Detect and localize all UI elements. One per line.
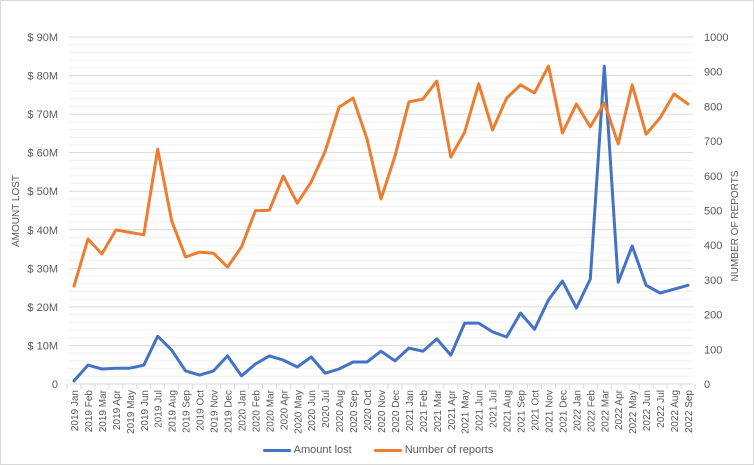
legend-label: Amount lost: [293, 444, 352, 456]
x-axis-tick-label: 2020 Feb: [251, 390, 262, 433]
right-axis-tick-label: 400: [704, 240, 722, 252]
x-axis-tick-label: 2021 May: [461, 390, 472, 434]
x-axis-tick-label: 2020 Sep: [349, 390, 360, 433]
legend: Amount lost Number of reports: [1, 444, 754, 456]
x-axis-tick-label: 2019 Aug: [168, 390, 179, 432]
x-axis-tick-label: 2022 Jul: [656, 390, 667, 428]
gridlines: [66, 36, 696, 389]
x-axis-tick-label: 2020 May: [293, 390, 304, 434]
left-axis-ticks: 0 $ 10M $ 20M $ 30M $ 40M $ 50M $ 60M $ 70M $ 80…: [27, 32, 58, 391]
x-axis-tick-label: 2021 Jan: [405, 390, 416, 431]
x-axis-tick-label: 2019 Dec: [224, 390, 235, 433]
x-axis-tick-label: 2020 Oct: [363, 390, 374, 431]
left-axis-tick-label: 0: [52, 379, 58, 391]
left-axis-tick-label: $ 80M: [27, 71, 58, 83]
amount-lost-line: [72, 64, 690, 383]
x-axis-tick-label: 2022 Apr: [614, 389, 625, 430]
right-axis-tick-label: 800: [704, 101, 722, 113]
x-axis-tick-label: 2020 Apr: [279, 389, 290, 430]
x-axis-tick-label: 2019 May: [126, 390, 137, 434]
right-axis-tick-label: 700: [704, 136, 722, 148]
legend-label: Number of reports: [404, 444, 494, 456]
x-axis-tick-label: 2022 Aug: [670, 390, 681, 432]
right-axis-tick-label: 0: [704, 379, 710, 391]
left-axis-tick-label: $ 70M: [27, 109, 58, 121]
legend-item-amount-lost[interactable]: Amount lost: [262, 444, 352, 456]
x-axis-tick-label: 2019 Feb: [84, 390, 95, 433]
x-axis-tick-label: 2019 Sep: [182, 390, 193, 433]
x-axis-tick-label: 2021 Apr: [447, 389, 458, 430]
x-axis-tick-label: 2021 Oct: [531, 390, 542, 431]
x-axis-tick-label: 2022 Jan: [572, 390, 583, 431]
left-axis-tick-label: $ 50M: [27, 186, 58, 198]
x-axis-tick-label: 2020 Aug: [335, 390, 346, 432]
x-axis-tick-label: 2022 Feb: [586, 390, 597, 433]
x-axis-tick-label: 2020 Jun: [307, 390, 318, 431]
x-axis-tick-label: 2020 Nov: [377, 390, 388, 433]
x-axis-tick-label: 2019 Apr: [112, 389, 123, 430]
x-axis-tick-label: 2021 Mar: [433, 389, 444, 432]
x-axis-tick-label: 2022 Sep: [684, 390, 695, 433]
x-axis-tick-label: 2019 Jul: [154, 390, 165, 428]
x-axis-tick-label: 2019 Nov: [210, 390, 221, 433]
x-axis-tick-label: 2021 Jul: [489, 390, 500, 428]
x-axis-tick-label: 2021 Nov: [544, 390, 555, 433]
x-axis-ticks: 2019 Jan 2019 Feb 2019 Mar 2019 Apr 2019 May…: [70, 389, 695, 434]
x-axis-tick-label: 2021 Dec: [558, 390, 569, 433]
x-axis-tick-label: 2019 Jun: [140, 390, 151, 431]
x-axis-tick-label: 2021 Aug: [503, 390, 514, 432]
right-axis-title: NUMBER OF REPORTS: [730, 170, 741, 281]
x-axis-tick-label: 2020 Mar: [265, 389, 276, 432]
x-axis-tick-label: 2020 Dec: [391, 390, 402, 433]
right-axis-tick-label: 100: [704, 344, 722, 356]
right-axis-tick-label: 900: [704, 67, 722, 79]
x-axis-tick-label: 2021 Jun: [475, 390, 486, 431]
left-axis-title: AMOUNT LOST: [11, 175, 22, 247]
x-axis-tick-label: 2021 Sep: [517, 390, 528, 433]
left-axis-tick-label: $ 60M: [27, 148, 58, 160]
right-axis-tick-label: 1000: [704, 32, 728, 44]
left-axis-tick-label: $ 10M: [27, 340, 58, 352]
x-axis-tick-label: 2021 Feb: [419, 390, 430, 433]
right-axis-tick-label: 200: [704, 310, 722, 322]
right-axis-tick-label: 500: [704, 206, 722, 218]
x-axis-tick-label: 2022 Mar: [600, 389, 611, 432]
right-axis-tick-label: 300: [704, 275, 722, 287]
line-chart: 0 $ 10M $ 20M $ 30M $ 40M $ 50M $ 60M $ 70M $ 80…: [11, 32, 741, 434]
data-series: [72, 64, 690, 383]
x-axis-tick-label: 2020 Jan: [237, 390, 248, 431]
right-axis-tick-label: 600: [704, 171, 722, 183]
number-of-reports-line-swatch-icon: [373, 448, 402, 452]
x-axis-tick-label: 2019 Mar: [98, 389, 109, 432]
left-axis-tick-label: $ 90M: [27, 32, 58, 44]
left-axis-tick-label: $ 40M: [27, 225, 58, 237]
left-axis-tick-label: $ 20M: [27, 302, 58, 314]
x-axis-tick-label: 2022 May: [628, 390, 639, 434]
x-axis-tick-label: 2019 Jan: [70, 390, 81, 431]
left-axis-tick-label: $ 30M: [27, 263, 58, 275]
number-of-reports-line: [72, 64, 690, 288]
x-axis-tick-label: 2022 Jun: [642, 390, 653, 431]
x-axis-tick-label: 2019 Oct: [196, 390, 207, 431]
right-axis-ticks: 0 100 200 300 400 500 600 700 800 900 1000: [704, 32, 728, 391]
x-axis-tick-label: 2020 Jul: [321, 390, 332, 428]
amount-lost-line-swatch-icon: [262, 448, 291, 452]
legend-item-number-of-reports[interactable]: Number of reports: [373, 444, 494, 456]
